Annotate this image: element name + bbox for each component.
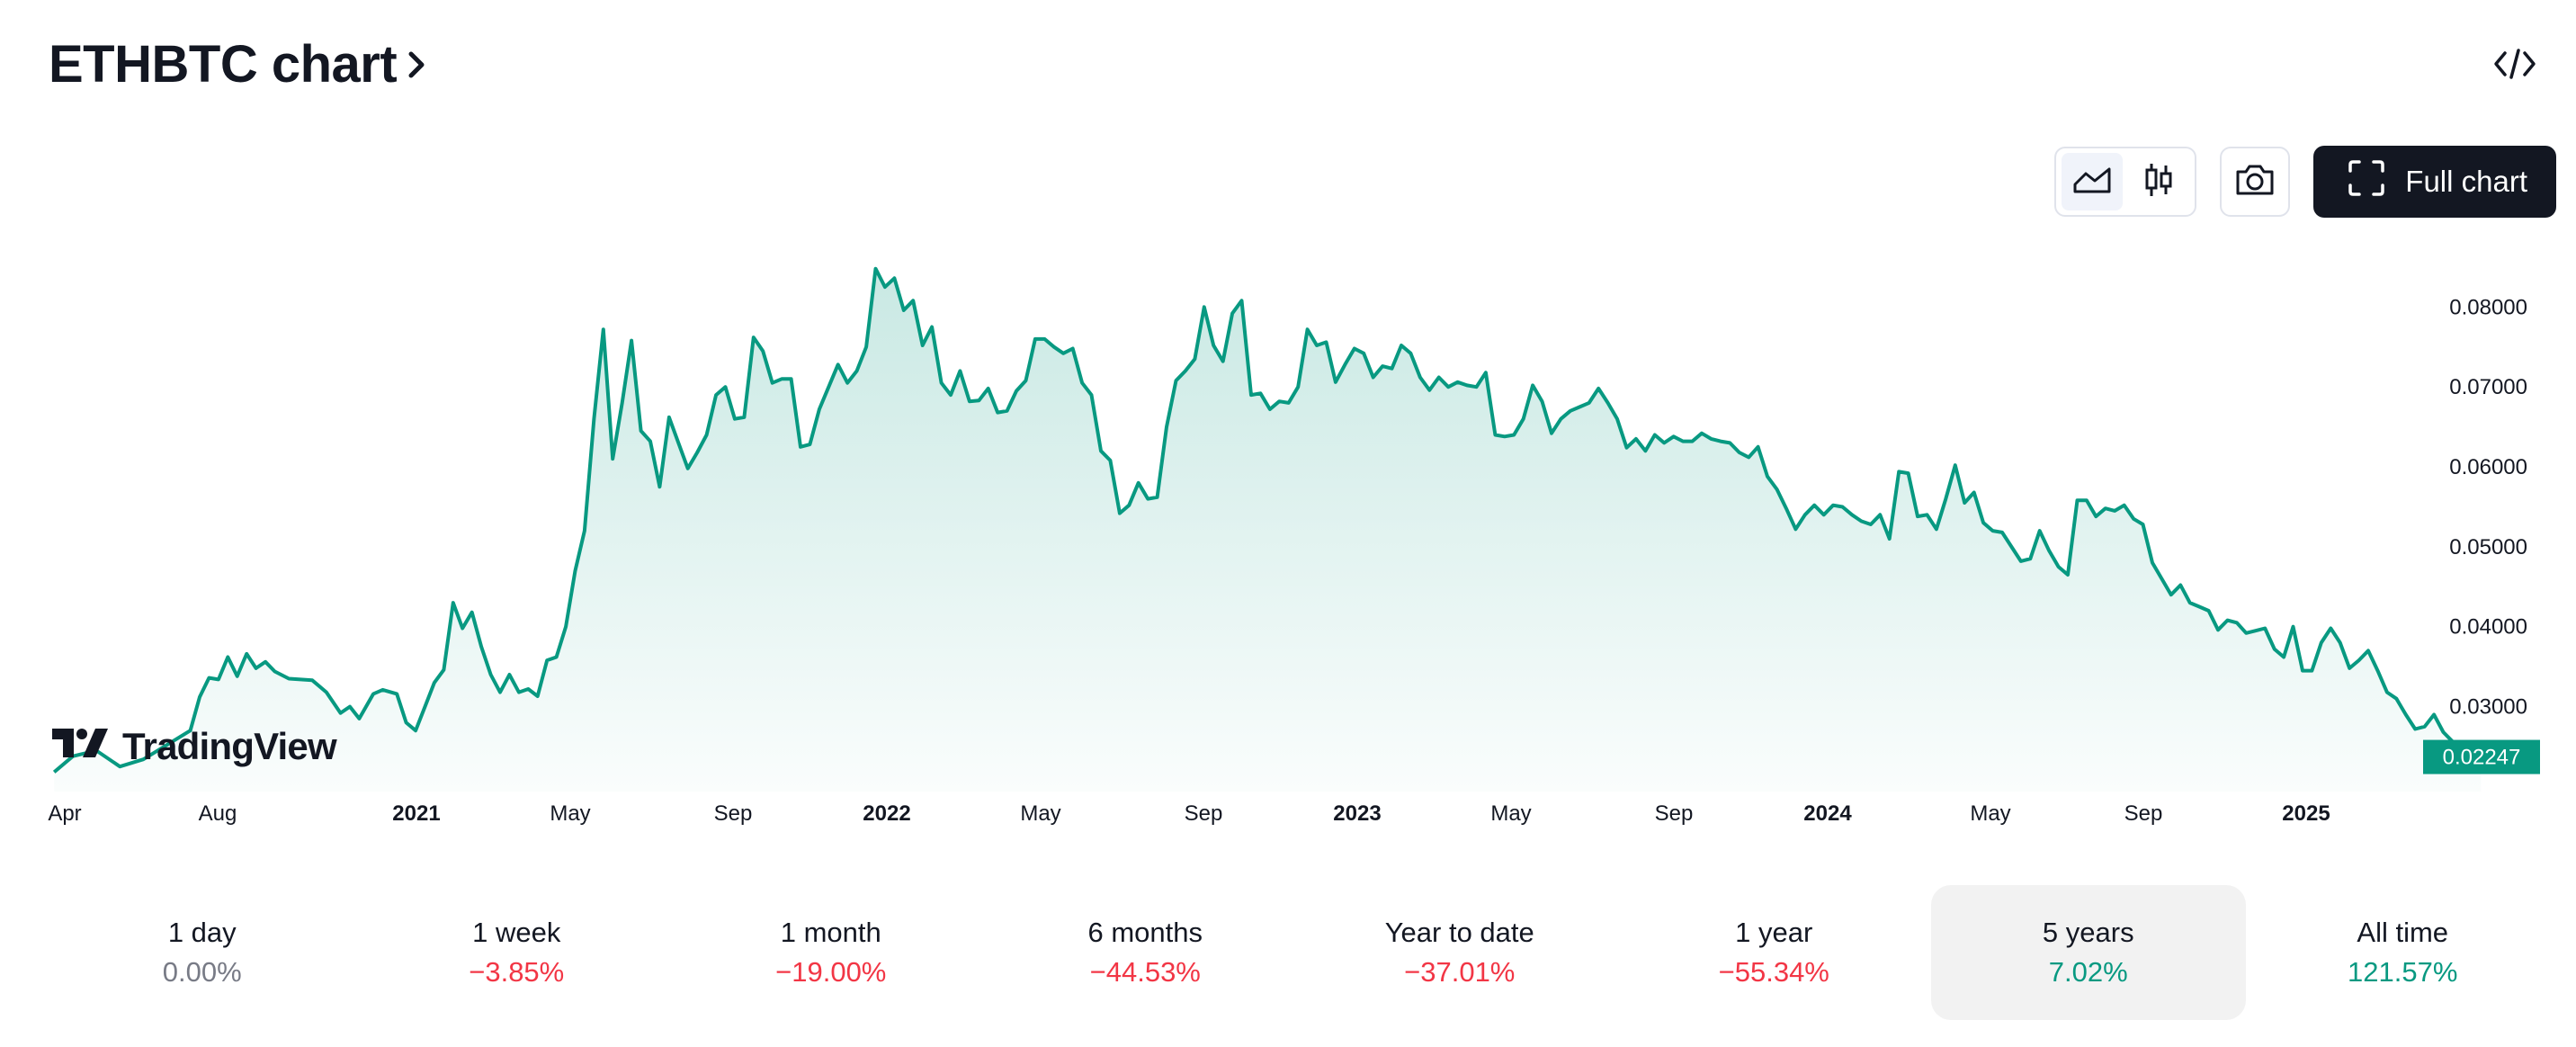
period-label: 5 years: [2042, 917, 2134, 948]
last-price-badge: 0.02247: [2423, 739, 2540, 774]
price-axis: 0.08000 0.07000 0.06000 0.05000 0.04000 0.030…: [2449, 295, 2527, 719]
x-tick-label: Aug: [199, 801, 237, 826]
fullscreen-icon: [2348, 159, 2385, 204]
y-tick-label: 0.07000: [2449, 375, 2527, 399]
period-label: 1 week: [472, 917, 561, 948]
snapshot-button[interactable]: [2220, 147, 2291, 217]
period-change: −55.34%: [1718, 956, 1829, 988]
x-tick-label: Sep: [1655, 801, 1694, 826]
tradingview-logo-icon: [50, 725, 110, 768]
x-tick-label: May: [1020, 801, 1060, 826]
area-style-button[interactable]: [2062, 153, 2124, 210]
chart-toolbar: Full chart: [2054, 146, 2556, 218]
period-selector: 1 day 0.00% 1 week −3.85% 1 month −19.00% 6 mo…: [45, 885, 2560, 1020]
last-price-label: 0.02247: [2443, 746, 2521, 770]
period-label: 6 months: [1087, 917, 1203, 948]
y-tick-label: 0.08000: [2449, 295, 2527, 319]
price-line: [52, 266, 2482, 774]
candlestick-icon: [2142, 162, 2175, 202]
x-tick-label: 2021: [392, 801, 440, 826]
x-tick-label: Apr: [48, 801, 81, 826]
y-tick-label: 0.04000: [2449, 615, 2527, 640]
y-tick-label: 0.06000: [2449, 455, 2527, 479]
period-tab-5-years[interactable]: 5 years 7.02%: [1931, 885, 2246, 1020]
period-change: 121.57%: [2348, 956, 2458, 988]
period-tab-1-year[interactable]: 1 year −55.34%: [1617, 885, 1932, 1020]
camera-icon: [2234, 163, 2276, 201]
x-tick-label: 2025: [2282, 801, 2330, 826]
period-label: 1 year: [1735, 917, 1813, 948]
period-change: −44.53%: [1089, 956, 1201, 988]
x-tick-label: 2022: [863, 801, 910, 826]
page-title: ETHBTC chart: [49, 35, 398, 94]
full-chart-button[interactable]: Full chart: [2313, 146, 2556, 218]
period-change: −3.85%: [469, 956, 565, 988]
tradingview-logo[interactable]: TradingView: [50, 725, 337, 768]
period-change: −19.00%: [775, 956, 887, 988]
candle-style-button[interactable]: [2128, 153, 2189, 210]
x-tick-label: Sep: [714, 801, 753, 826]
period-change: 0.00%: [162, 956, 242, 988]
period-tab-all-time[interactable]: All time 121.57%: [2246, 885, 2561, 1020]
price-chart[interactable]: 0.08000 0.07000 0.06000 0.05000 0.04000 0.030…: [0, 234, 2576, 855]
period-label: 1 day: [167, 917, 237, 948]
period-tab-1-month[interactable]: 1 month −19.00%: [674, 885, 988, 1020]
x-tick-label: Sep: [1185, 801, 1223, 826]
period-tab-1-week[interactable]: 1 week −3.85%: [360, 885, 675, 1020]
full-chart-label: Full chart: [2405, 165, 2527, 198]
x-tick-label: May: [1490, 801, 1531, 826]
period-tab-year-to-date[interactable]: Year to date −37.01%: [1302, 885, 1617, 1020]
tradingview-logo-text: TradingView: [122, 725, 337, 767]
period-label: Year to date: [1384, 917, 1534, 948]
x-tick-label: Sep: [2124, 801, 2163, 826]
period-change: −37.01%: [1404, 956, 1516, 988]
x-tick-label: May: [550, 801, 590, 826]
chart-title-link[interactable]: ETHBTC chart: [49, 34, 429, 94]
period-tab-1-day[interactable]: 1 day 0.00%: [45, 885, 360, 1020]
embed-code-button[interactable]: [2490, 45, 2540, 86]
code-embed-icon: [2493, 47, 2536, 85]
time-axis: Apr Aug 2021 May Sep 2022 May Sep 2023 May Sep 2024…: [48, 801, 2330, 826]
x-tick-label: May: [1970, 801, 2010, 826]
period-label: 1 month: [780, 917, 881, 948]
period-label: All time: [2357, 917, 2449, 948]
area-fill: [54, 268, 2482, 792]
y-tick-label: 0.05000: [2449, 535, 2527, 559]
period-change: 7.02%: [2048, 956, 2128, 988]
x-tick-label: 2024: [1803, 801, 1852, 826]
period-tab-6-months[interactable]: 6 months −44.53%: [988, 885, 1303, 1020]
chart-style-toggle: [2054, 147, 2197, 217]
chevron-right-icon: [406, 49, 429, 80]
x-tick-label: 2023: [1333, 801, 1381, 826]
y-tick-label: 0.03000: [2449, 695, 2527, 720]
area-chart-icon: [2072, 165, 2112, 200]
